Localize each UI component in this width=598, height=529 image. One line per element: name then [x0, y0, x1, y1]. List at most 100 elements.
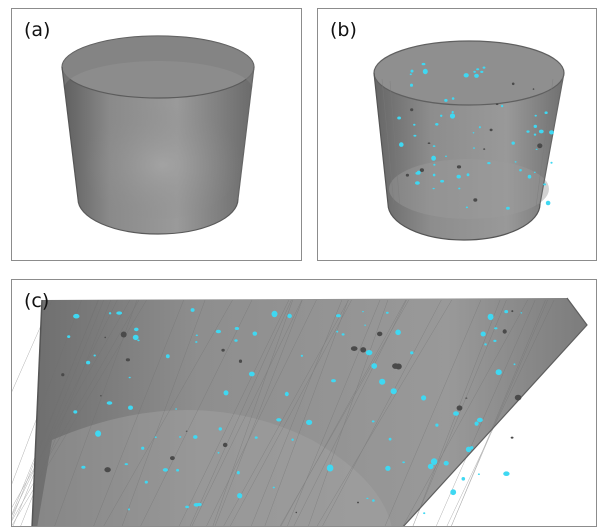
inclusion-dot [474, 73, 479, 78]
inclusion-dot [372, 499, 375, 502]
inclusion-dot [480, 70, 484, 73]
inclusions-c [61, 308, 523, 515]
inclusion-dot [526, 130, 530, 133]
inclusion-dot [533, 124, 537, 128]
inclusion-dot [287, 313, 292, 319]
inclusion-dot [537, 143, 543, 149]
inclusion-dot [175, 408, 178, 410]
inclusion-dot [397, 116, 401, 120]
inclusion-dot [501, 104, 504, 108]
inclusion-dot [271, 310, 278, 318]
inclusion-dot [195, 334, 198, 337]
inclusion-dot [511, 82, 515, 86]
inclusion-dot [132, 334, 139, 341]
inclusion-dot [234, 327, 240, 330]
inclusion-dot [444, 98, 448, 102]
inclusion-dot [419, 168, 424, 173]
inclusion-dot [430, 458, 438, 465]
inclusion-dot [125, 358, 130, 362]
inclusion-dot [545, 200, 551, 206]
inclusion-dot [476, 68, 480, 71]
inclusion-dot [371, 420, 375, 423]
inclusion-dot [504, 310, 509, 314]
inclusion-dot [357, 501, 359, 504]
inclusion-dot [550, 161, 553, 164]
inclusion-dot [67, 335, 71, 338]
inclusion-dot [221, 348, 225, 352]
inclusion-dot [238, 359, 243, 363]
inclusion-dot [218, 427, 222, 431]
inclusion-dot [128, 508, 130, 511]
inclusion-dot [543, 183, 547, 186]
inclusion-dot [416, 170, 421, 175]
inclusion-dot [472, 132, 475, 134]
inclusion-dot [465, 206, 468, 209]
inclusion-dot [137, 339, 140, 342]
inclusion-dot [124, 463, 128, 466]
inclusion-dot [108, 312, 112, 315]
cylinder-b-image [373, 40, 565, 241]
inclusion-dot [535, 148, 538, 150]
inclusion-dot [513, 363, 516, 366]
inclusion-dot [432, 173, 436, 177]
inclusion-dot [440, 114, 443, 118]
inclusion-dot [385, 311, 389, 314]
inclusion-dot [399, 142, 404, 147]
inclusion-dot [73, 410, 78, 414]
inclusion-dot [432, 187, 435, 190]
inclusion-dot [495, 103, 499, 106]
inclusion-dot [388, 437, 392, 441]
inclusion-dot [487, 313, 494, 321]
inclusion-dot [463, 73, 469, 78]
inclusion-dot [476, 417, 483, 423]
inclusion-dot [295, 511, 298, 514]
inclusion-dot [86, 360, 91, 365]
inclusion-dot [61, 373, 65, 377]
inclusion-dot [291, 438, 294, 441]
inclusion-dot [427, 142, 431, 144]
inclusion-dot [116, 311, 123, 315]
inclusion-dot [234, 339, 238, 342]
inclusion-dot [284, 391, 289, 397]
inclusion-dot [134, 327, 139, 332]
inclusion-dot [395, 329, 401, 336]
inclusion-dot [493, 339, 497, 342]
inclusion-dot [237, 493, 243, 499]
inclusion-dot [104, 467, 111, 473]
inclusion-dot [413, 123, 416, 126]
inclusion-dot [366, 497, 369, 500]
inclusion-dot [410, 83, 413, 87]
inclusion-dot [533, 171, 536, 173]
inclusion-dot [443, 460, 449, 466]
inclusion-dot [176, 468, 180, 472]
inclusion-dot [473, 198, 478, 202]
inclusion-dot [456, 405, 463, 411]
inclusion-dot [478, 126, 481, 129]
inclusion-dot [473, 147, 475, 149]
inclusion-dot [477, 473, 480, 475]
panel-b: (b) [317, 8, 597, 261]
inclusion-dot [422, 68, 428, 75]
inclusion-dot [502, 329, 507, 334]
inclusion-dot [449, 113, 456, 119]
inclusion-dot [141, 446, 145, 450]
inclusion-dot [549, 130, 554, 135]
inclusion-dot [538, 129, 544, 134]
inclusion-dot [427, 463, 434, 470]
inclusion-dot [413, 134, 417, 137]
inclusion-dot [385, 465, 391, 471]
inclusion-dot [484, 343, 487, 346]
inclusion-dot [178, 436, 182, 438]
inclusion-dot [410, 108, 414, 112]
inclusion-dot [405, 173, 409, 177]
inclusion-dot [421, 395, 427, 401]
inclusion-dot [450, 489, 457, 496]
inclusion-dot [483, 148, 486, 150]
panel-a: (a) [11, 8, 302, 261]
inclusion-dot [511, 310, 514, 313]
inclusion-dot [350, 346, 358, 351]
inclusion-dot [252, 331, 258, 336]
inclusion-dot [503, 471, 510, 476]
inclusion-dot [435, 123, 439, 126]
inclusion-dot [276, 418, 282, 422]
